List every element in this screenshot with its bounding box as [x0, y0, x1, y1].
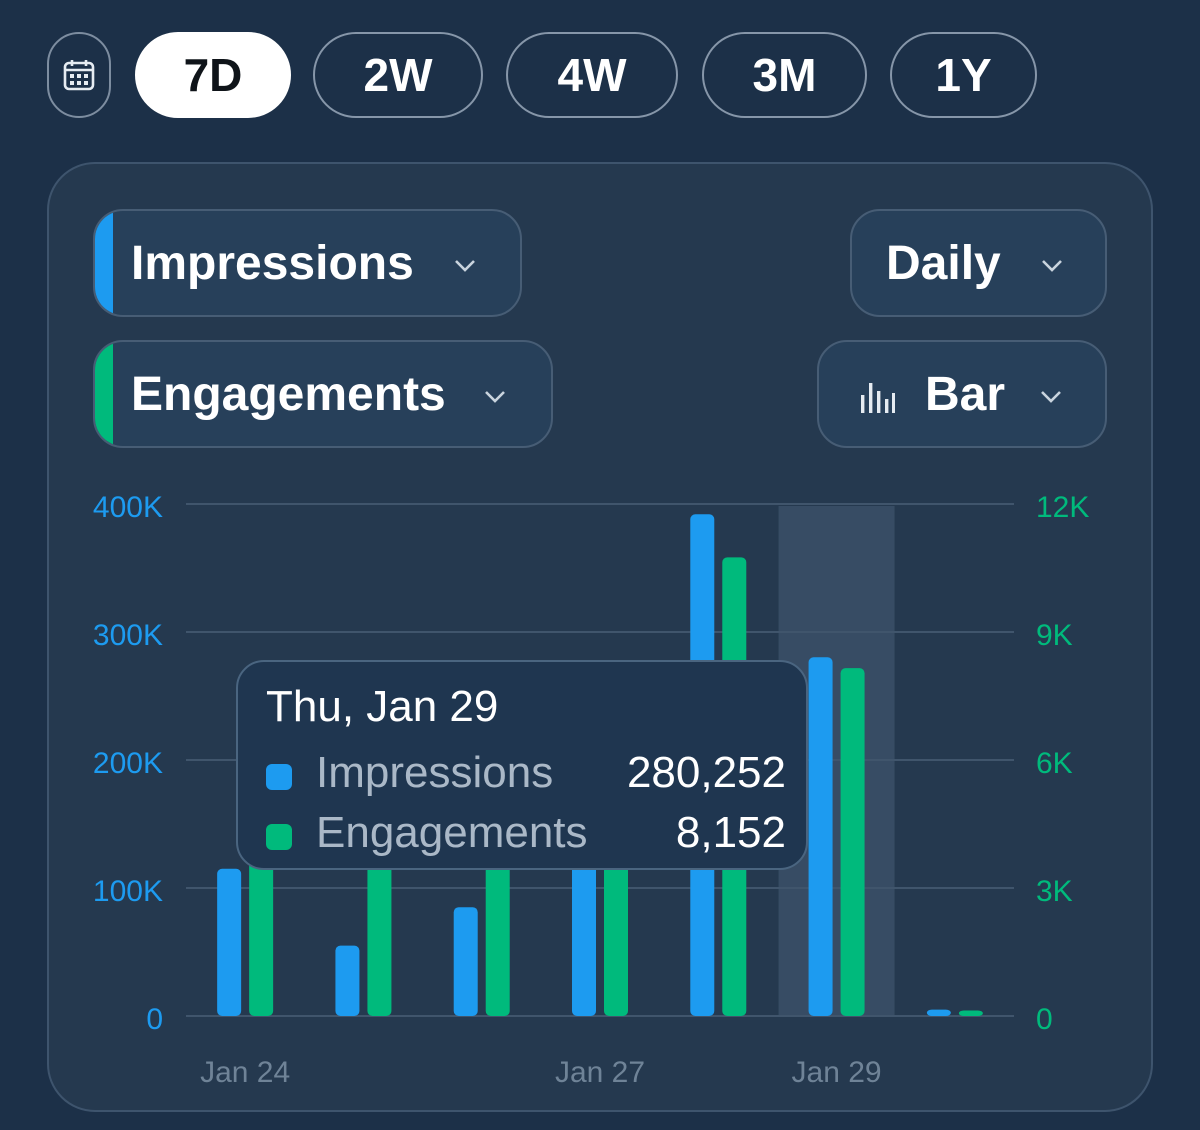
impressions-bar	[335, 945, 360, 1016]
chart-type-label: Bar	[925, 367, 1006, 421]
interval-label: Daily	[886, 236, 1001, 290]
impressions-bar	[217, 868, 242, 1016]
tooltip-row-impressions: Impressions 280,252	[266, 748, 786, 808]
range-2w-button[interactable]: 2W	[313, 32, 483, 118]
interval-dropdown[interactable]: Daily	[850, 209, 1107, 317]
tooltip-label: Engagements	[316, 808, 588, 857]
chevron-down-icon	[1041, 391, 1061, 403]
left-axis-tick: 100K	[93, 875, 163, 908]
tooltip-date: Thu, Jan 29	[266, 682, 499, 731]
left-axis-tick: 0	[146, 1003, 163, 1036]
left-axis-tick: 200K	[93, 747, 163, 780]
impressions-bar	[453, 907, 478, 1016]
calendar-icon	[63, 60, 95, 91]
right-axis-tick: 6K	[1036, 747, 1073, 780]
tooltip-row-engagements: Engagements 8,152	[266, 808, 786, 868]
chart-type-dropdown[interactable]: Bar	[817, 340, 1107, 448]
chevron-down-icon	[485, 391, 505, 403]
engagements-swatch	[266, 824, 292, 850]
left-axis-tick: 300K	[93, 619, 163, 652]
engagements-bar	[249, 832, 274, 1016]
chart-tooltip: Thu, Jan 29 Impressions 280,252 Engageme…	[236, 660, 808, 870]
left-axis-ticks: 0 100K 200K 300K 400K	[93, 491, 163, 1036]
x-axis-tick: Jan 27	[555, 1056, 645, 1089]
x-axis-tick: Jan 24	[200, 1056, 290, 1089]
metric1-dropdown[interactable]: Impressions	[93, 209, 522, 317]
metric2-color-indicator	[95, 342, 113, 446]
x-axis-ticks: Jan 24 Jan 27 Jan 29	[200, 1056, 882, 1089]
gridlines	[186, 503, 1014, 1017]
range-1y-button[interactable]: 1Y	[890, 32, 1037, 118]
right-axis-tick: 0	[1036, 1003, 1053, 1036]
calendar-button[interactable]	[47, 32, 111, 118]
metric2-label: Engagements	[131, 367, 446, 421]
impressions-bar	[808, 657, 833, 1016]
tooltip-value: 280,252	[626, 748, 786, 797]
engagements-bar	[958, 1010, 983, 1016]
left-axis-tick: 400K	[93, 491, 163, 524]
right-axis-tick: 9K	[1036, 619, 1073, 652]
range-4w-button[interactable]: 4W	[506, 32, 678, 118]
metric1-color-indicator	[95, 211, 113, 315]
range-7d-button[interactable]: 7D	[135, 32, 291, 118]
bar-chart-icon	[861, 383, 895, 413]
tooltip-value: 8,152	[675, 808, 786, 857]
chevron-down-icon	[455, 260, 475, 272]
impressions-bar	[926, 1009, 951, 1016]
engagements-bar	[840, 668, 865, 1016]
right-axis-tick: 12K	[1036, 491, 1089, 524]
x-axis-tick: Jan 29	[792, 1056, 882, 1089]
metric1-label: Impressions	[131, 236, 414, 290]
tooltip-label: Impressions	[316, 748, 554, 797]
right-axis-tick: 3K	[1036, 875, 1073, 908]
range-3m-button[interactable]: 3M	[702, 32, 867, 118]
chevron-down-icon	[1042, 260, 1062, 272]
metric2-dropdown[interactable]: Engagements	[93, 340, 553, 448]
right-axis-ticks: 0 3K 6K 9K 12K	[1036, 491, 1089, 1036]
impressions-swatch	[266, 764, 292, 790]
